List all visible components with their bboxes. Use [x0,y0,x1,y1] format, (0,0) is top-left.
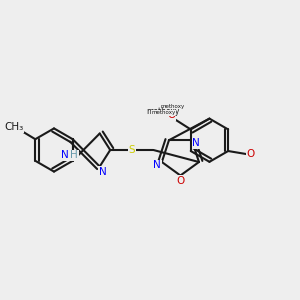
Text: S: S [128,145,135,155]
Text: methoxy: methoxy [160,104,185,109]
Text: methoxy: methoxy [146,107,179,116]
Text: O: O [176,176,184,186]
Text: N: N [61,150,69,161]
Text: CH₃: CH₃ [4,122,23,132]
Text: N: N [154,160,161,170]
Text: H: H [70,150,78,161]
Text: O: O [168,110,176,120]
Text: N: N [193,138,200,148]
Text: methoxy: methoxy [152,110,176,115]
Text: O: O [247,149,255,159]
Text: N: N [99,167,106,177]
